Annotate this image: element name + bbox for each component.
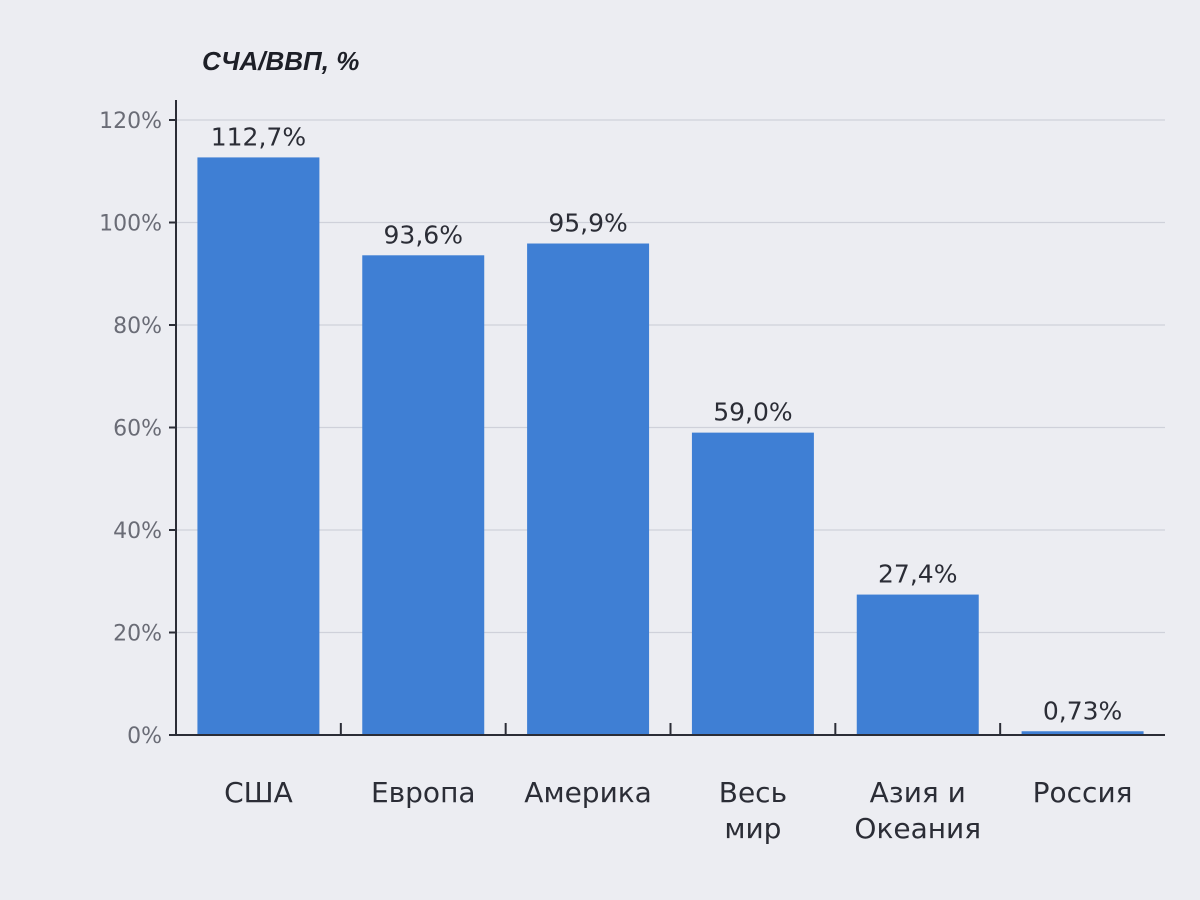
y-tick-label: 100%	[99, 212, 162, 237]
category-label: Весь мир	[719, 776, 787, 845]
bar	[1021, 731, 1144, 735]
category-label: США	[224, 776, 293, 809]
bar	[197, 157, 320, 736]
y-tick-label: 120%	[99, 109, 162, 134]
value-label: 27,4%	[878, 560, 957, 589]
value-label: 93,6%	[384, 220, 463, 249]
y-tick-label: 40%	[113, 519, 162, 544]
y-tick-label: 0%	[127, 724, 162, 749]
y-axis-title: СЧА/ВВП, %	[202, 46, 359, 76]
value-label: 95,9%	[548, 209, 627, 238]
value-label: 0,73%	[1043, 696, 1122, 725]
bars	[197, 157, 1144, 736]
category-labels: США Европа Америка Весь мир Азия и Океания Росс…	[224, 776, 1132, 845]
bar	[691, 432, 814, 735]
category-label: Америка	[524, 776, 652, 809]
y-tick-label: 20%	[113, 622, 162, 647]
bar	[527, 243, 650, 735]
gridlines	[176, 119, 1165, 634]
category-label: Россия	[1033, 776, 1133, 809]
category-label: Азия и Океания	[854, 776, 981, 845]
y-tick-label: 80%	[113, 314, 162, 339]
value-labels: 112,7% 93,6% 95,9% 59,0% 27,4% 0,73%	[211, 122, 1123, 725]
value-label: 112,7%	[211, 122, 306, 151]
value-label: 59,0%	[713, 398, 792, 427]
category-label: Европа	[371, 776, 476, 809]
bar	[856, 594, 979, 735]
bar	[362, 255, 485, 736]
y-axis-ticks: 0% 20% 40% 60% 80% 100% 120%	[99, 109, 1002, 749]
y-tick-label: 60%	[113, 417, 162, 442]
